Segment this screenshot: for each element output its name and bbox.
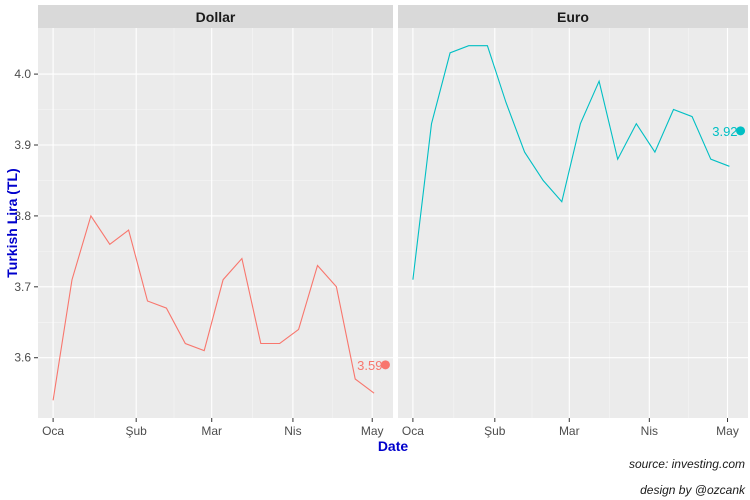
x-tick-label: Mar [201, 424, 222, 438]
strip-euro [398, 5, 748, 28]
x-tick-label: May [361, 424, 384, 438]
y-tick-label: 3.6 [14, 351, 31, 365]
x-tick-label: Nis [641, 424, 658, 438]
y-tick-label: 3.8 [14, 209, 31, 223]
end-point-label-dollar: 3.59 [357, 358, 382, 373]
x-tick-label: Oca [402, 424, 424, 438]
panel-background-dollar [38, 28, 393, 418]
strip-dollar [38, 5, 393, 28]
source-caption: source: investing.com [629, 457, 745, 471]
x-tick-label: May [716, 424, 739, 438]
y-axis-title: Turkish Lira (TL) [4, 168, 20, 277]
end-point-label-euro: 3.92 [712, 124, 737, 139]
panel-background-euro [398, 28, 748, 418]
strip-title-dollar: Dollar [196, 9, 236, 25]
x-tick-label: Mar [559, 424, 580, 438]
x-tick-label: Şub [126, 424, 148, 438]
x-tick-label: Nis [284, 424, 301, 438]
series-line-dollar [52, 214, 375, 401]
end-point-dollar [380, 360, 390, 370]
series-line-euro [412, 45, 730, 280]
x-tick-label: Oca [42, 424, 64, 438]
end-point-euro [736, 126, 746, 136]
x-axis-title: Date [378, 438, 409, 454]
y-tick-label: 3.9 [14, 138, 31, 152]
design-caption: design by @ozcank [640, 483, 746, 497]
strip-title-euro: Euro [557, 9, 589, 25]
y-tick-label: 3.7 [14, 280, 31, 294]
y-tick-label: 4.0 [14, 67, 31, 81]
x-tick-label: Şub [484, 424, 506, 438]
